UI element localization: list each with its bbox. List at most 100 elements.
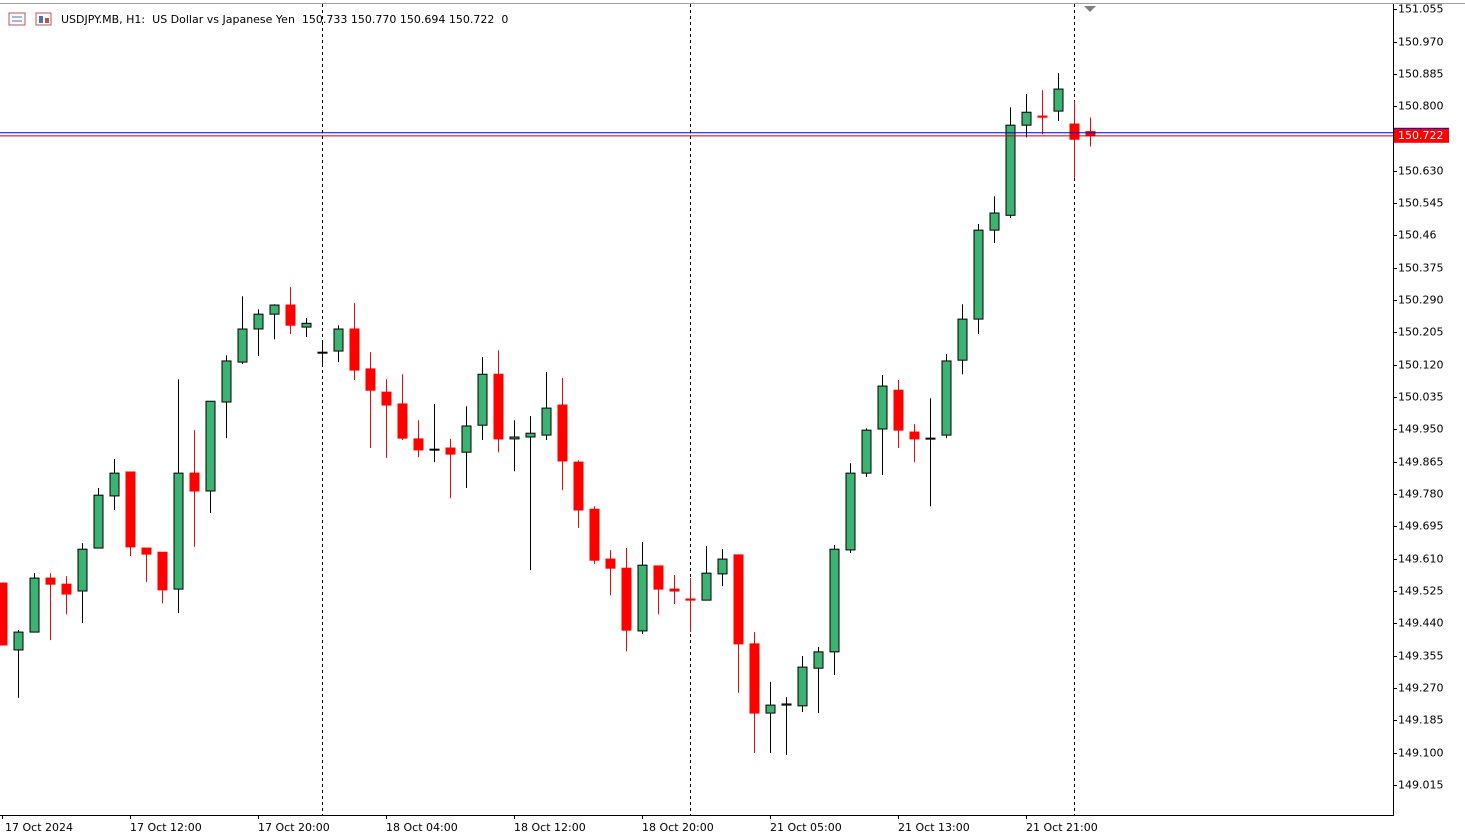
y-tick-label: 149.355 (1398, 650, 1444, 663)
x-tick-label: 21 Oct 21:00 (1026, 821, 1098, 834)
y-tick-label: 150.120 (1398, 359, 1444, 372)
candle-body (333, 328, 344, 352)
candle-body (685, 598, 696, 601)
low-value: 150.694 (400, 13, 446, 26)
close-value: 150.722 (449, 13, 495, 26)
candle-body (445, 447, 456, 455)
candle-body (349, 328, 360, 371)
y-tick-label: 149.695 (1398, 520, 1444, 533)
candle-body (61, 583, 72, 595)
y-tick-label: 150.970 (1398, 36, 1444, 49)
x-tick-label: 17 Oct 12:00 (130, 821, 202, 834)
candle-body (573, 461, 584, 511)
price-label-box (1394, 128, 1449, 143)
volume-value: 0 (501, 13, 508, 26)
candle-body (285, 304, 296, 326)
price-label: 150.722 (1398, 129, 1444, 142)
x-tick-label: 21 Oct 05:00 (770, 821, 842, 834)
candle-body (173, 472, 184, 590)
shift-marker (1084, 6, 1096, 12)
candle-body (221, 360, 232, 403)
candle-body (925, 437, 936, 440)
high-value: 150.770 (351, 13, 397, 26)
candle-body (413, 438, 424, 451)
candle-body (93, 494, 104, 549)
y-tick-label: 150.375 (1398, 262, 1444, 275)
candle-body (253, 313, 264, 330)
y-tick-label: 149.015 (1398, 779, 1444, 792)
candle-body (429, 448, 440, 451)
x-tick-label: 21 Oct 13:00 (898, 821, 970, 834)
y-tick-label: 150.885 (1398, 68, 1444, 81)
y-tick-label: 150.630 (1398, 165, 1444, 178)
candle-body (1037, 115, 1048, 118)
candle-body (797, 666, 808, 707)
y-tick-label: 150.545 (1398, 197, 1444, 210)
y-tick-label: 149.610 (1398, 553, 1444, 566)
candle-body (317, 351, 328, 354)
symbol: USDJPY.MB, H1: (61, 13, 145, 26)
candle-body (829, 548, 840, 653)
x-tick-label: 18 Oct 20:00 (642, 821, 714, 834)
header-icons (8, 12, 52, 26)
y-tick-label: 150.46 (1398, 229, 1437, 242)
candle-body (1005, 124, 1016, 216)
candle-body (973, 229, 984, 320)
candle-body (1021, 111, 1032, 126)
candle-body (13, 631, 24, 651)
candle-body (941, 360, 952, 436)
candle-body (813, 651, 824, 669)
candle-body (909, 431, 920, 440)
y-tick-label: 149.865 (1398, 456, 1444, 469)
description: US Dollar vs Japanese Yen (152, 13, 295, 26)
candle-body (45, 577, 56, 585)
candle-body (205, 400, 216, 492)
y-tick-label: 150.205 (1398, 326, 1444, 339)
candle-body (509, 436, 520, 440)
candle-body (653, 565, 664, 590)
candle-body (749, 643, 760, 714)
x-tick-label: 17 Oct 2024 (5, 821, 73, 834)
candle-body (301, 322, 312, 328)
candle-body (893, 389, 904, 431)
y-tick-label: 150.800 (1398, 100, 1444, 113)
y-tick-label: 149.950 (1398, 423, 1444, 436)
candle-body (765, 704, 776, 714)
candle-body (557, 404, 568, 462)
candle-body (781, 703, 792, 706)
candle-body (669, 588, 680, 592)
candle-body (157, 551, 168, 591)
x-tick-label: 17 Oct 20:00 (258, 821, 330, 834)
candle-body (877, 385, 888, 430)
candle-body (381, 391, 392, 406)
icon (45, 18, 49, 23)
header: USDJPY.MB, H1: US Dollar vs Japanese Yen… (61, 13, 508, 26)
candle-body (461, 425, 472, 453)
candle-body (1069, 123, 1080, 140)
candle-body (0, 582, 8, 646)
y-tick-label: 149.270 (1398, 682, 1444, 695)
candle-body (29, 577, 40, 633)
candle-body (109, 472, 120, 497)
candle-body (1085, 131, 1096, 137)
icon (39, 16, 43, 23)
candle-body (365, 368, 376, 391)
candle-body (269, 304, 280, 315)
candle-body (605, 558, 616, 569)
candle-body (717, 558, 728, 575)
candle-body (701, 572, 712, 601)
y-tick-label: 149.100 (1398, 747, 1444, 760)
candle-body (493, 373, 504, 440)
y-tick-label: 150.290 (1398, 294, 1444, 307)
candle-body (621, 567, 632, 631)
y-tick-label: 149.525 (1398, 585, 1444, 598)
candle-body (125, 471, 136, 548)
x-tick-label: 18 Oct 04:00 (386, 821, 458, 834)
candle-body (989, 212, 1000, 231)
candle-body (141, 547, 152, 555)
candle-body (525, 432, 536, 438)
y-tick-label: 151.055 (1398, 3, 1444, 16)
candle-body (397, 403, 408, 439)
y-tick-label: 150.035 (1398, 391, 1444, 404)
